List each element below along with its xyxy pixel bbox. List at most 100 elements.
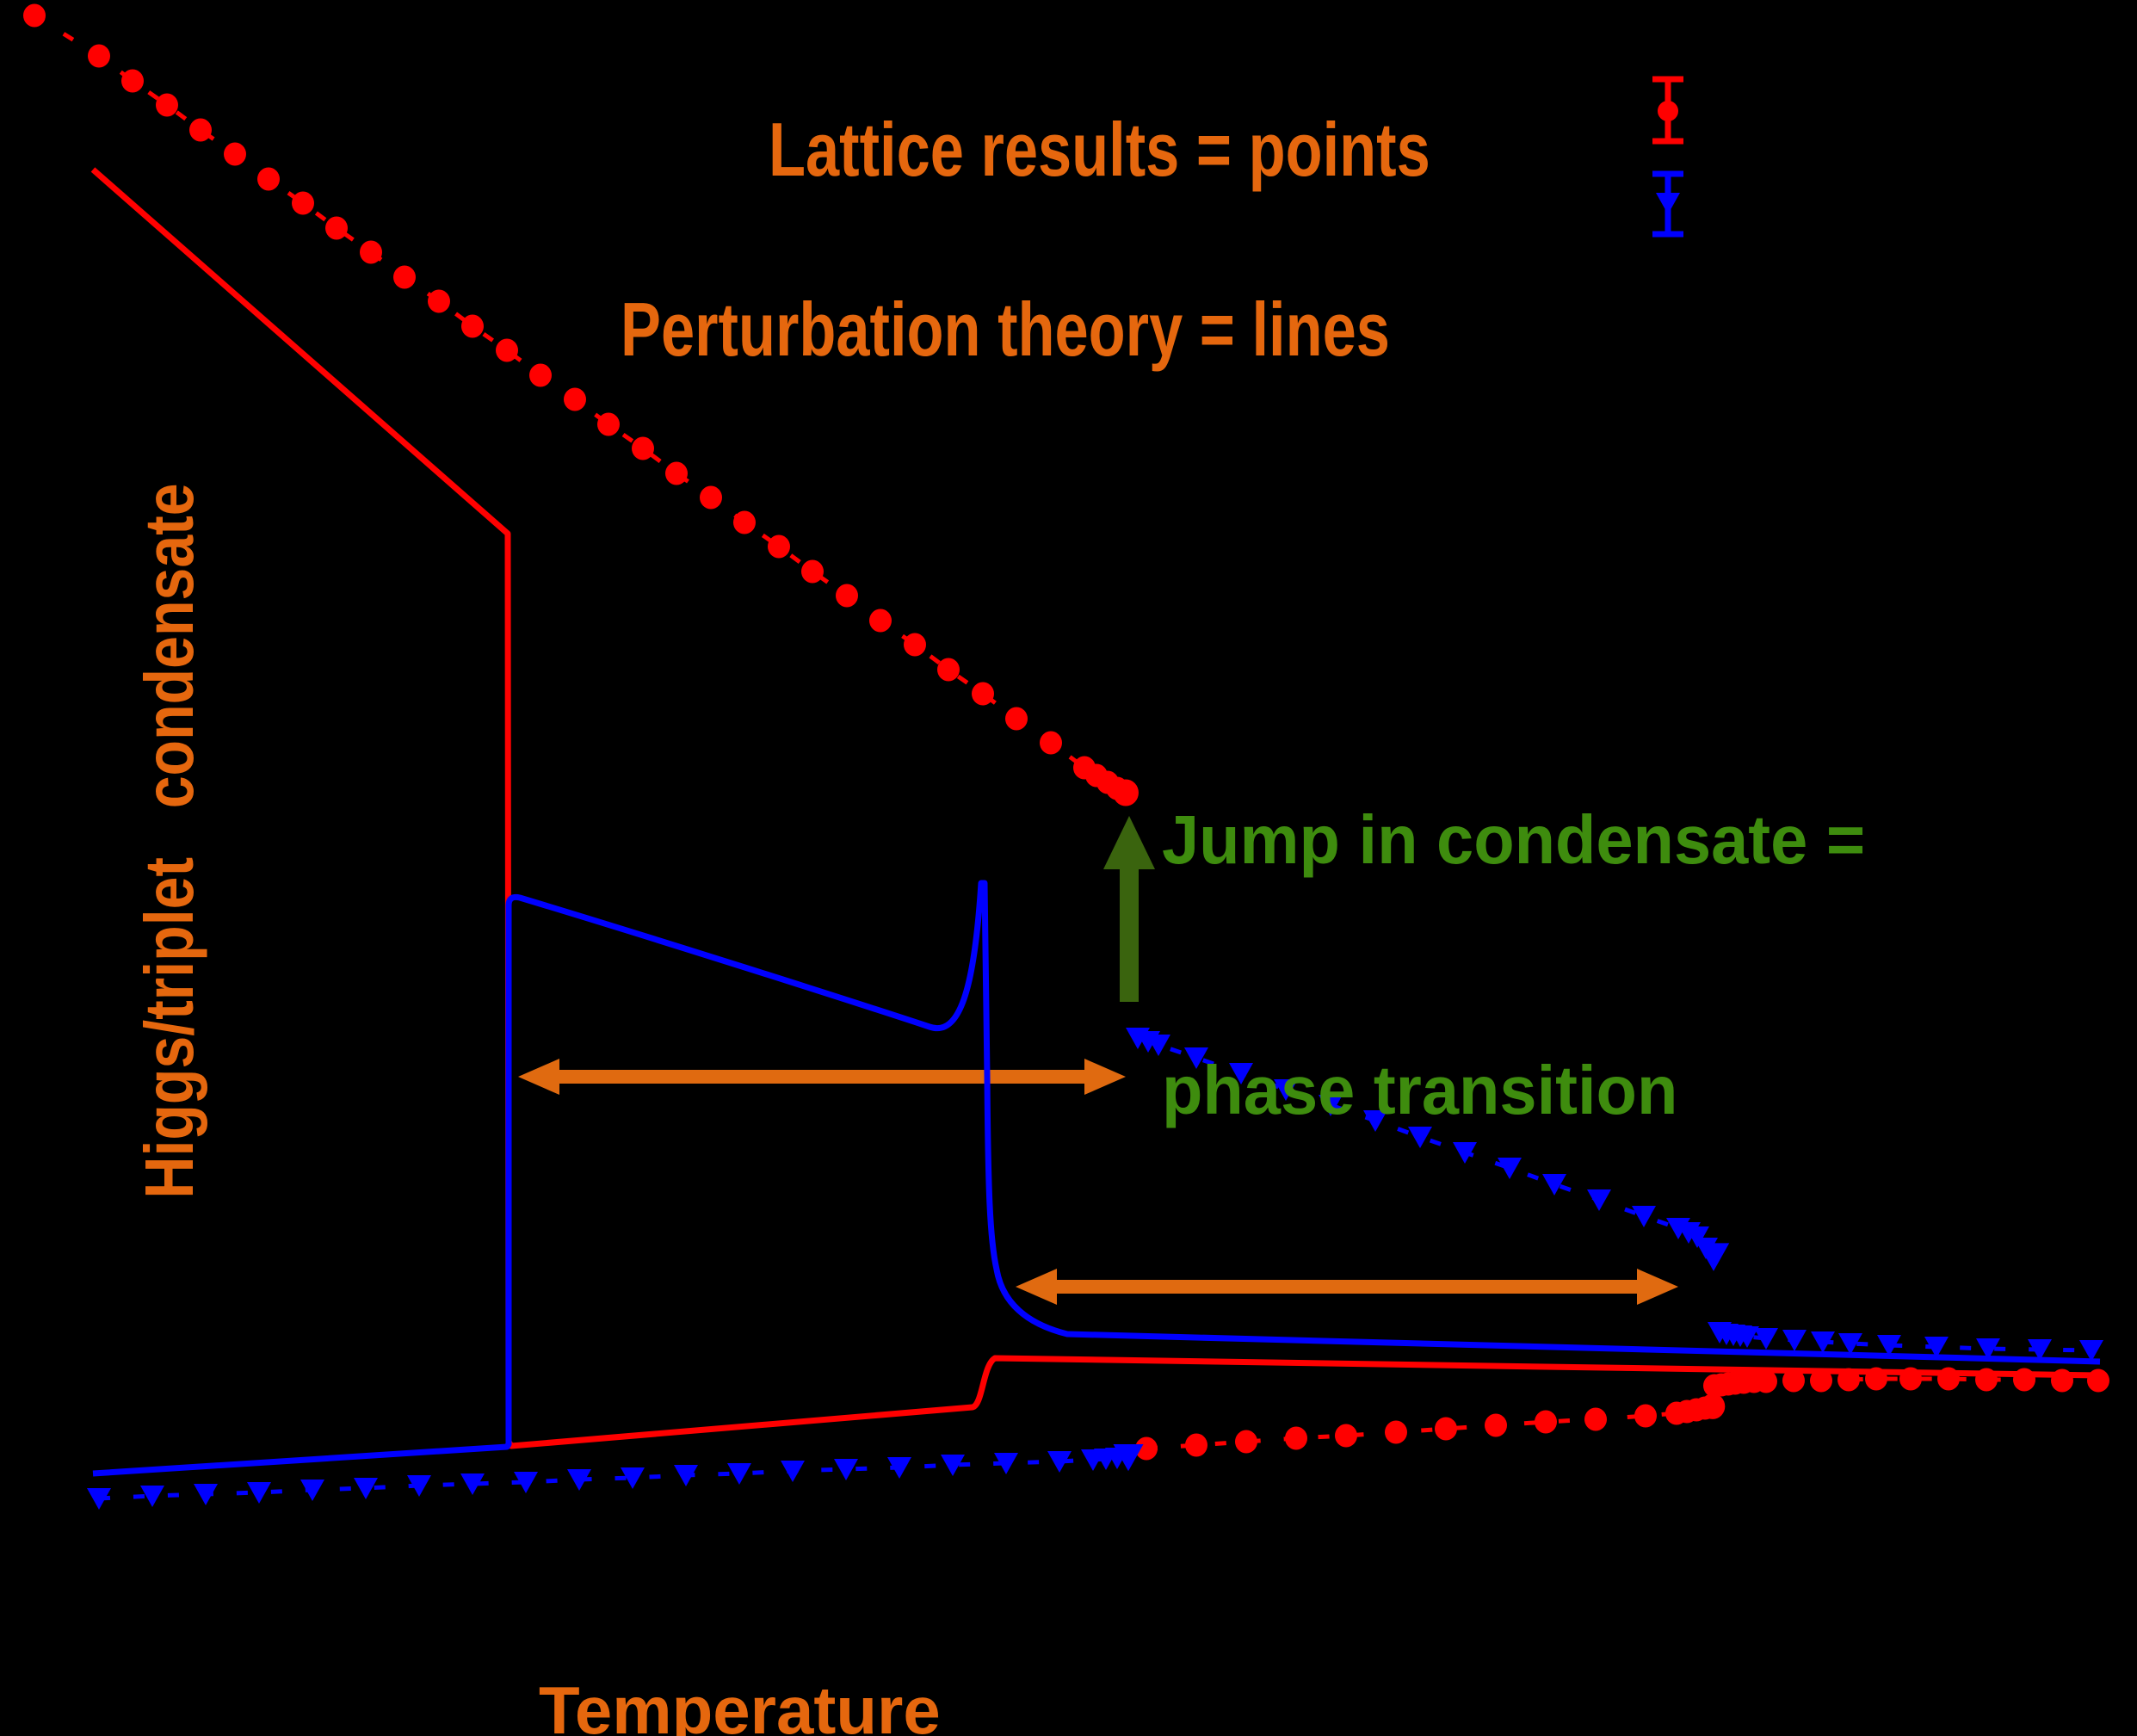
higgs-condensate-lattice-lowT-triplet-phase-point bbox=[621, 1467, 645, 1489]
jump-annotation-line1: Jump in condensate = bbox=[1162, 801, 1866, 878]
triplet-condensate-lattice-lowT-broken-phase-point bbox=[121, 69, 144, 93]
higgs-condensate-lattice-mid-higgs-phase-point bbox=[1587, 1189, 1611, 1211]
higgs-condensate-lattice-lowT-triplet-phase-point bbox=[460, 1473, 485, 1495]
triplet-condensate-lattice-lowT-broken-phase-point bbox=[360, 240, 382, 264]
perturbation-theory-annotation: Perturbation theory = lines bbox=[621, 287, 1390, 372]
higgs-condensate-lattice-highT-symmetric-phase-point bbox=[1782, 1330, 1807, 1351]
triplet-condensate-lattice-lowT-broken-phase-point bbox=[1113, 779, 1139, 806]
triplet-condensate-lattice-lowT-broken-phase-point bbox=[257, 167, 280, 191]
triplet-condensate-lattice-mid-higgs-phase-point bbox=[1634, 1404, 1657, 1428]
triplet-condensate-lattice-mid-higgs-phase-point bbox=[1435, 1417, 1457, 1441]
triplet-condensate-lattice-lowT-broken-phase-point bbox=[461, 314, 484, 338]
triplet-condensate-lattice-lowT-broken-phase-point bbox=[972, 682, 994, 706]
higgs-condensate-lattice-lowT-triplet-phase-point bbox=[194, 1484, 218, 1505]
jump-arrow bbox=[1103, 816, 1155, 1002]
higgs-condensate-lattice-mid-higgs-phase-point bbox=[1453, 1142, 1477, 1164]
higgs-condensate-lattice-mid-higgs-phase-point bbox=[1632, 1206, 1656, 1227]
higgs-condensate-lattice-lowT-triplet-phase-point bbox=[140, 1486, 164, 1507]
triplet-condensate-lattice-lowT-broken-phase-point bbox=[700, 485, 722, 510]
higgs-condensate-lattice-lowT-triplet-phase-point bbox=[247, 1482, 271, 1504]
higgs-condensate-lattice-mid-higgs-phase-point bbox=[1408, 1127, 1432, 1148]
higgs-condensate-lattice-lowT-triplet-phase-point bbox=[354, 1478, 378, 1499]
higgs-condensate-lattice-highT-symmetric-phase-point bbox=[2079, 1340, 2103, 1362]
y-axis-label: Higgs/triplet condensate bbox=[131, 483, 207, 1199]
triplet-condensate-lattice-mid-higgs-phase-point bbox=[1584, 1407, 1607, 1431]
triplet-condensate-lattice-highT-symmetric-phase-point bbox=[2051, 1368, 2073, 1393]
triplet-condensate-lattice-highT-symmetric-phase-point bbox=[2013, 1368, 2035, 1392]
higgs-condensate-lattice-mid-higgs-phase-point bbox=[1146, 1035, 1170, 1056]
triplet-condensate-lattice-lowT-broken-phase-point bbox=[937, 658, 960, 682]
higgs-condensate-lattice-highT-symmetric-phase-point bbox=[1811, 1331, 1835, 1353]
higgs-condensate-lattice-mid-higgs-phase-point bbox=[1229, 1063, 1253, 1084]
triplet-condensate-lattice-highT-symmetric-phase-point bbox=[1837, 1368, 1860, 1392]
higgs-condensate-lattice-highT-symmetric-phase-point bbox=[2028, 1339, 2052, 1361]
triplet-condensate-lattice-lowT-broken-phase-point bbox=[529, 363, 552, 387]
legend-red-circle-errorbar bbox=[1658, 101, 1678, 121]
higgs-condensate-lattice-lowT-triplet-phase-point bbox=[514, 1472, 538, 1493]
higgs-condensate-lattice-lowT-triplet-phase-point bbox=[834, 1459, 858, 1480]
triplet-condensate-lattice-lowT-broken-phase-point bbox=[156, 93, 178, 117]
higgs-condensate-lattice-lowT-triplet-phase-point bbox=[674, 1465, 698, 1486]
higgs-condensate-lattice-lowT-triplet-phase-point bbox=[887, 1457, 911, 1479]
higgs-condensate-lattice-lowT-triplet-phase-point bbox=[727, 1463, 751, 1485]
higgs-condensate-lattice-lowT-triplet-phase-point bbox=[941, 1455, 965, 1476]
triplet-condensate-lattice-lowT-broken-phase-point bbox=[88, 44, 110, 68]
triplet-condensate-lattice-lowT-broken-phase-point bbox=[325, 216, 348, 240]
triplet-condensate-lattice-mid-higgs-phase-point bbox=[1135, 1436, 1158, 1461]
jump-annotation-line2: phase transition bbox=[1162, 1052, 1678, 1128]
higgs-condensate-lattice-highT-symmetric-phase-point bbox=[1877, 1335, 1901, 1356]
higgs-condensate-lattice-mid-higgs-phase-point bbox=[1319, 1095, 1343, 1116]
triplet-condensate-lattice-lowT-broken-phase-point bbox=[1040, 731, 1062, 755]
triplet-condensate-lattice-mid-higgs-phase-point bbox=[1485, 1413, 1507, 1437]
higgs-condensate-lattice-mid-higgs-phase-point bbox=[1542, 1174, 1566, 1195]
triplet-condensate-lattice-lowT-broken-phase-point bbox=[393, 265, 416, 289]
triplet-condensate-lattice-lowT-broken-phase-point bbox=[801, 559, 824, 584]
triplet-condensate-lattice-mid-higgs-phase-point bbox=[1185, 1433, 1207, 1457]
transition-shift-arrow-2 bbox=[1016, 1269, 1678, 1305]
triplet-condensate-lattice-mid-higgs-phase-point bbox=[1235, 1430, 1257, 1454]
lattice-results-annotation: Lattice results = points bbox=[769, 107, 1430, 192]
triplet-condensate-lattice-lowT-broken-phase-point bbox=[632, 436, 654, 460]
transition-shift-arrow-1 bbox=[518, 1059, 1126, 1095]
higgs-condensate-lattice-mid-higgs-phase-point bbox=[1685, 1226, 1709, 1248]
triplet-condensate-lattice-lowT-broken-phase-point bbox=[189, 118, 212, 142]
triplet-condensate-lattice-lowT-broken-phase-point bbox=[768, 534, 790, 559]
triplet-condensate-lattice-lowT-broken-phase-point bbox=[496, 338, 518, 362]
legend-blue-triangle-errorbar bbox=[1656, 193, 1680, 214]
triplet-condensate-lattice-lowT-broken-phase-point bbox=[869, 609, 892, 633]
higgs-condensate-lattice-lowT-triplet-phase-point bbox=[407, 1475, 431, 1497]
higgs-condensate-lattice-mid-higgs-phase-point bbox=[1363, 1110, 1387, 1132]
triplet-condensate-lattice-lowT-broken-phase-point bbox=[597, 412, 620, 436]
triplet-condensate-lattice-highT-symmetric-phase-point bbox=[1975, 1368, 1998, 1392]
triplet-condensate-lattice-lowT-broken-phase-point bbox=[733, 510, 756, 534]
triplet-condensate-lattice-lowT-broken-phase-point bbox=[428, 289, 450, 313]
triplet-condensate-lattice-mid-higgs-phase-point bbox=[1700, 1393, 1726, 1419]
triplet-condensate-lattice-mid-higgs-phase-point bbox=[1335, 1424, 1357, 1448]
triplet-condensate-lattice-highT-symmetric-phase-point bbox=[2087, 1368, 2109, 1393]
higgs-condensate-lattice-mid-higgs-phase-point bbox=[1274, 1079, 1298, 1101]
triplet-condensate-lattice-highT-symmetric-phase-point bbox=[1810, 1368, 1832, 1393]
triplet-condensate-lattice-lowT-broken-phase-point bbox=[904, 633, 926, 657]
triplet-condensate-lattice-mid-higgs-phase-errorbars bbox=[1146, 1404, 1714, 1451]
triplet-condensate-lattice-mid-higgs-phase-point bbox=[1385, 1420, 1407, 1444]
higgs-condensate-lattice-highT-symmetric-phase-point bbox=[1754, 1328, 1778, 1350]
higgs-condensate-lattice-lowT-triplet-phase-point bbox=[567, 1469, 591, 1491]
triplet-condensate-lattice-lowT-broken-phase-point bbox=[23, 3, 46, 28]
x-axis-label: Temperature bbox=[539, 1672, 941, 1736]
higgs-condensate-lattice-lowT-triplet-phase-point bbox=[781, 1461, 805, 1482]
triplet-condensate-lattice-highT-symmetric-phase-point bbox=[1937, 1367, 1960, 1391]
higgs-condensate-lattice-lowT-triplet-phase-point bbox=[1047, 1451, 1072, 1473]
higgs-condensate-lattice-lowT-triplet-phase-point bbox=[300, 1480, 324, 1501]
triplet-condensate-lattice-mid-higgs-phase-point bbox=[1535, 1410, 1557, 1434]
higgs-condensate-lattice-highT-symmetric-phase-point bbox=[1838, 1333, 1862, 1355]
higgs-condensate-lattice-mid-higgs-phase-point bbox=[1697, 1243, 1730, 1271]
higgs-condensate-lattice-highT-symmetric-phase-point bbox=[1735, 1326, 1759, 1348]
higgs-condensate-lattice-lowT-triplet-phase-point bbox=[87, 1488, 111, 1510]
higgs-condensate-lattice-mid-higgs-phase-point bbox=[1498, 1158, 1522, 1179]
triplet-condensate-lattice-highT-symmetric-phase-point bbox=[1755, 1369, 1777, 1393]
triplet-condensate-lattice-highT-symmetric-phase-point bbox=[1782, 1368, 1805, 1393]
triplet-condensate-lattice-lowT-broken-phase-point bbox=[224, 142, 246, 166]
triplet-condensate-lattice-lowT-broken-phase-point bbox=[1005, 707, 1028, 731]
